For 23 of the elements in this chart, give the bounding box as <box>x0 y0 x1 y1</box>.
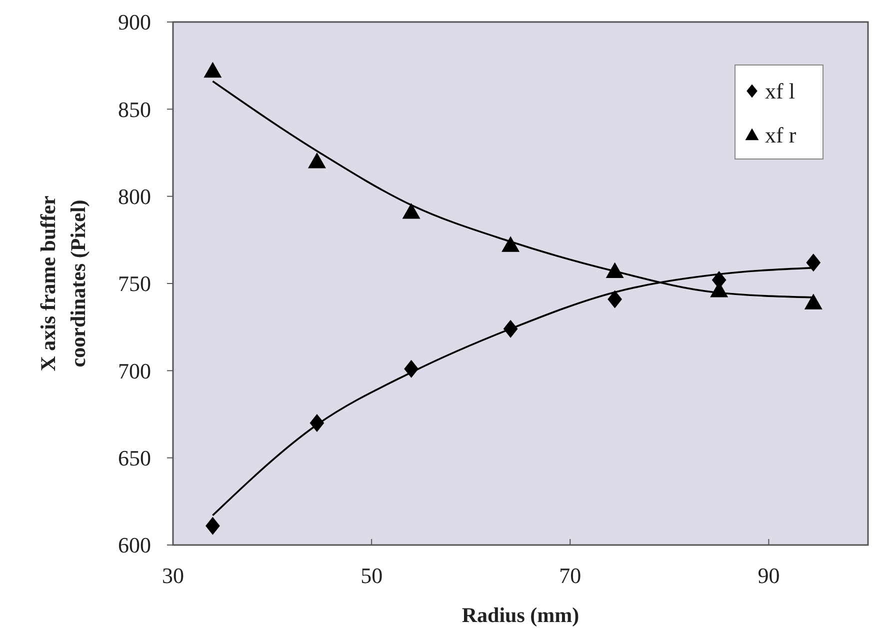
y-tick-label: 650 <box>118 446 151 471</box>
y-tick-label: 900 <box>118 10 151 35</box>
x-tick-label: 90 <box>758 563 780 588</box>
x-tick-label: 50 <box>360 563 383 588</box>
y-tick-label: 750 <box>118 271 151 296</box>
point <box>402 203 420 219</box>
x-tick-label: 30 <box>162 563 184 588</box>
legend-label: xf l <box>765 78 795 104</box>
point <box>608 290 622 308</box>
x-axis-title: Radius (mm) <box>462 603 580 627</box>
y-tick-label: 700 <box>118 358 151 384</box>
legend-label: xf r <box>765 122 797 148</box>
y-tick-label: 800 <box>118 184 151 210</box>
y-axis-title: X axis frame buffer coordinates (Pixel) <box>36 196 90 372</box>
point <box>206 516 220 535</box>
y-tick-label: 600 <box>118 532 151 558</box>
point <box>806 254 821 272</box>
x-tick-label: 70 <box>559 563 582 588</box>
point <box>204 62 222 78</box>
point <box>502 236 520 252</box>
y-tick-label: 850 <box>118 96 151 122</box>
point <box>308 152 326 168</box>
point <box>804 294 822 310</box>
